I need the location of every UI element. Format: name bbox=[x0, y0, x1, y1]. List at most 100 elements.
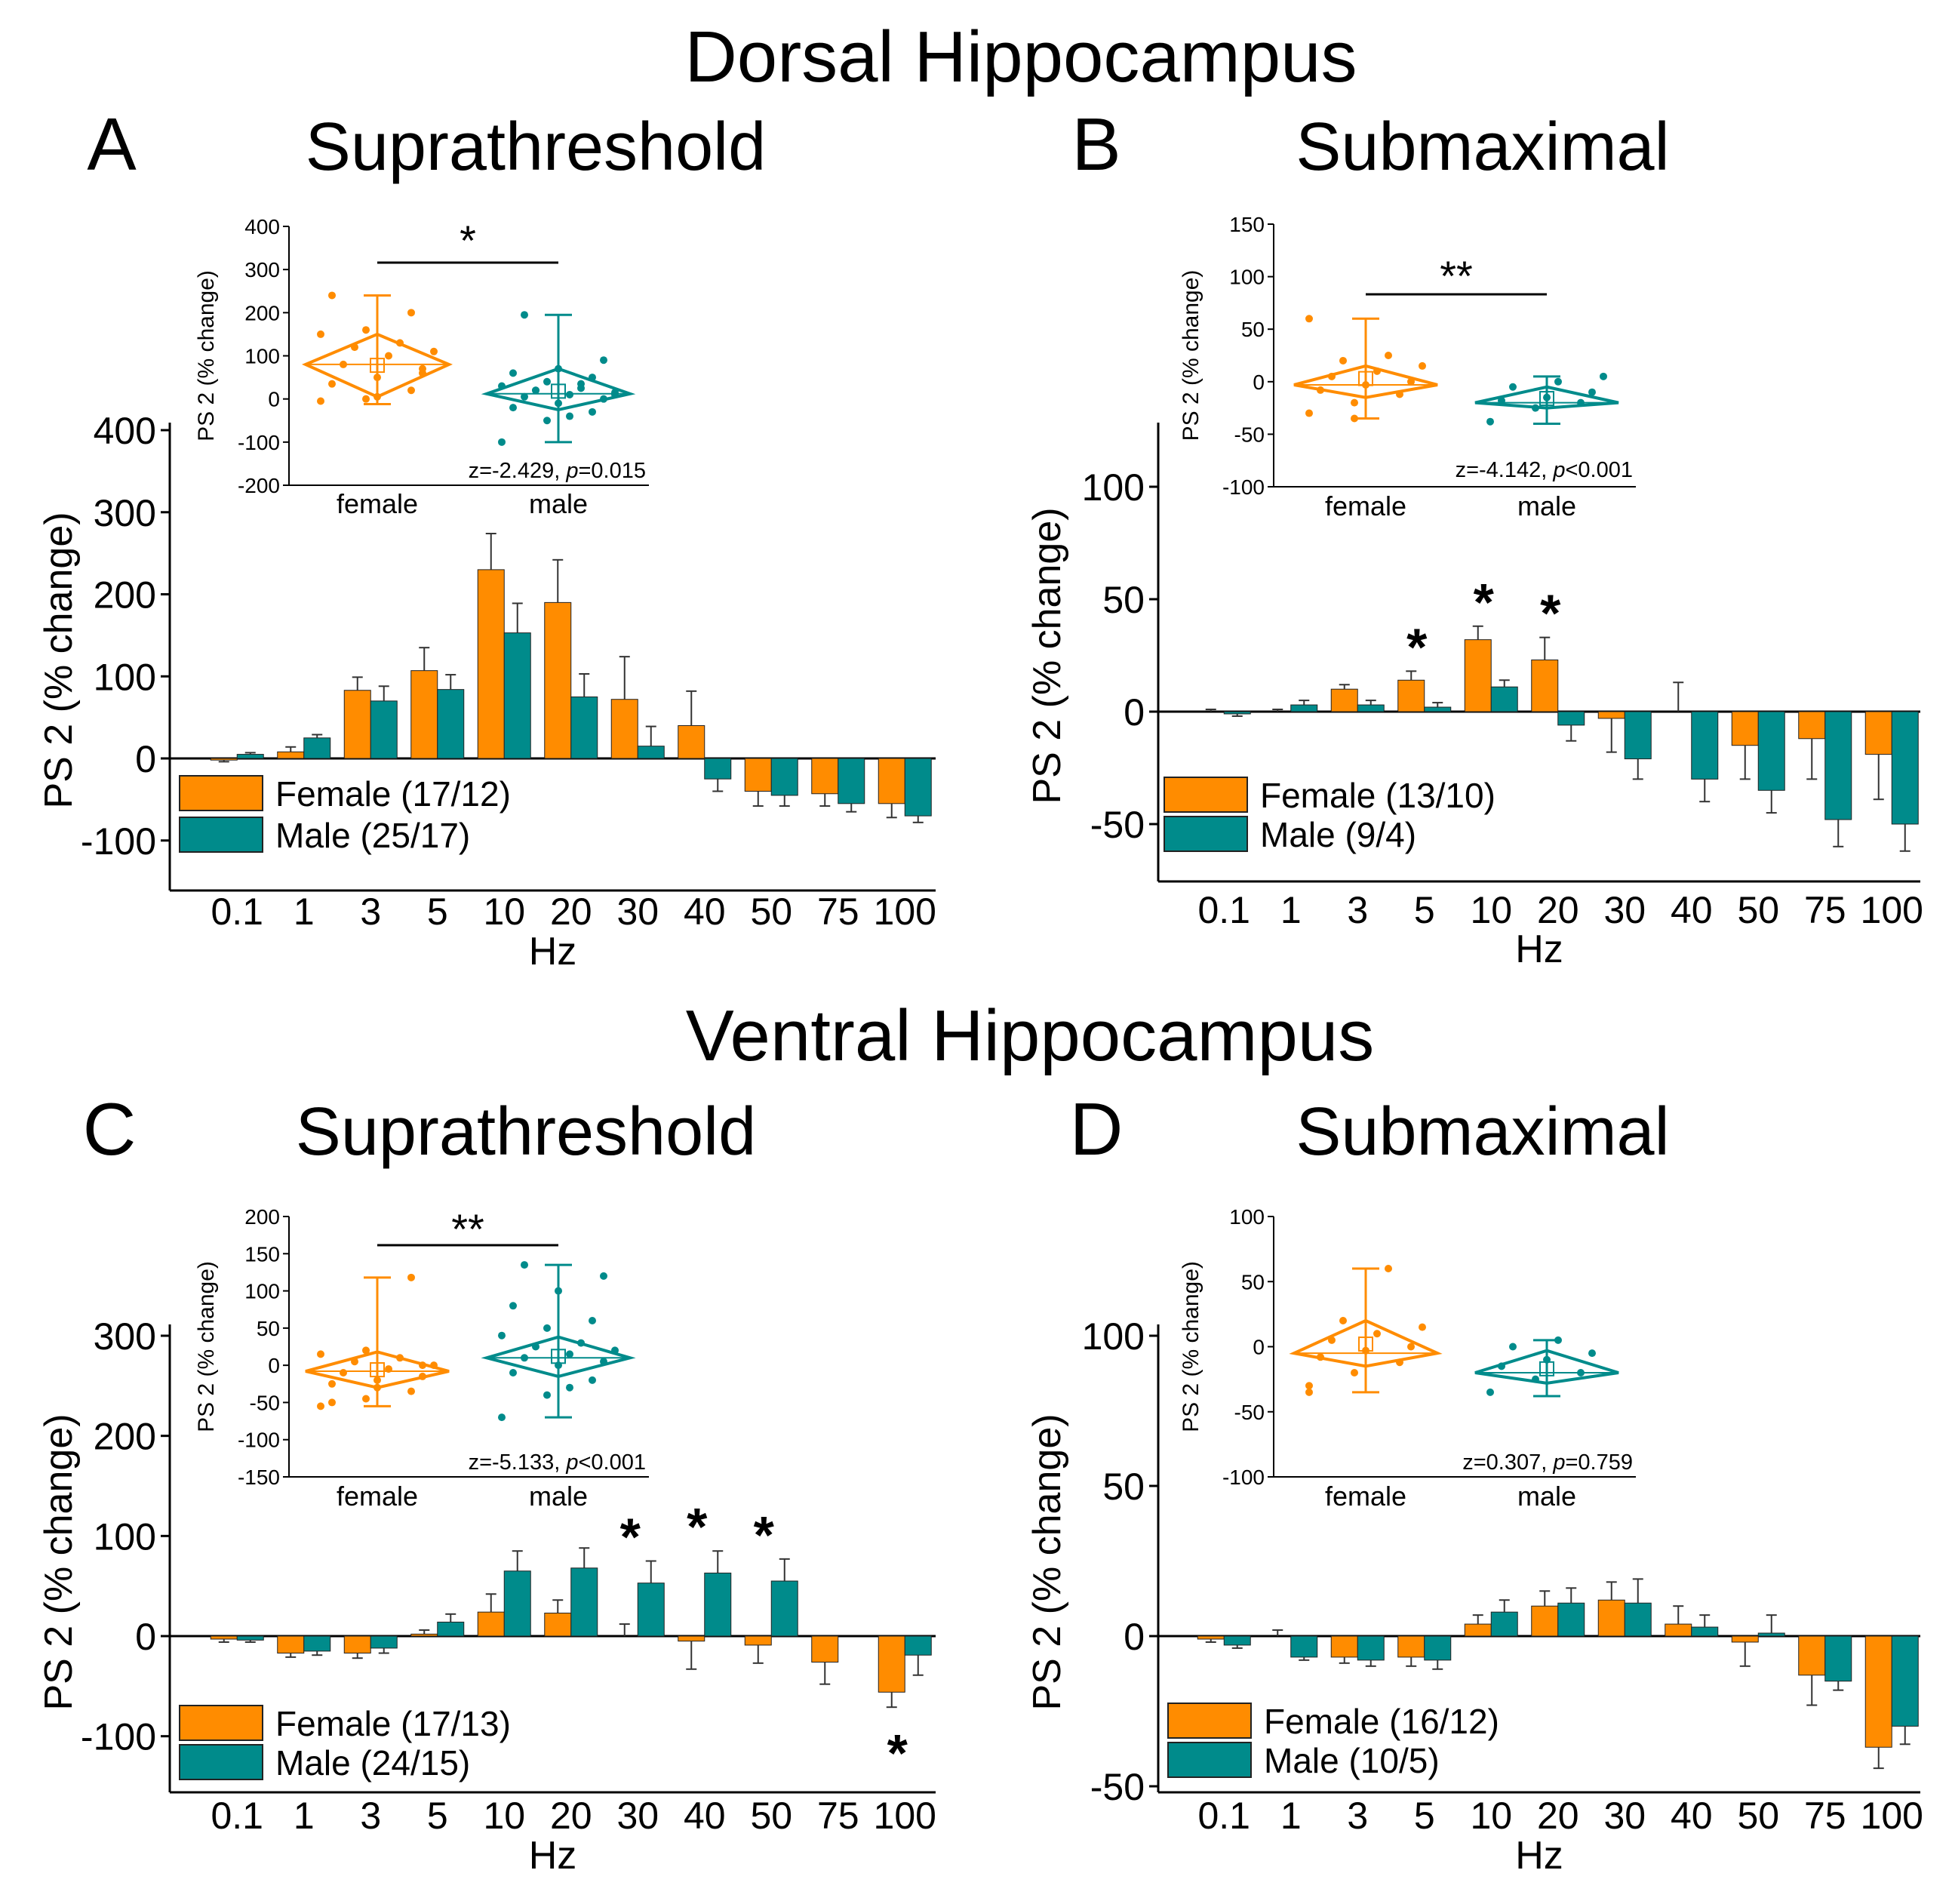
y-axis-label: PS 2 (% change) bbox=[1025, 507, 1069, 804]
significance-star: * bbox=[1474, 573, 1495, 632]
inset-y-tick-label: 100 bbox=[244, 345, 280, 368]
x-tick-label: 75 bbox=[1804, 889, 1846, 931]
x-tick-label: 10 bbox=[1470, 889, 1512, 931]
inset-y-tick-label: 50 bbox=[1241, 318, 1265, 341]
x-tick-label: 0.1 bbox=[1197, 889, 1250, 931]
inset-data-point bbox=[532, 1343, 539, 1351]
x-tick-label: 5 bbox=[427, 890, 448, 933]
male-bar bbox=[1290, 1635, 1318, 1658]
inset-stat-text: z=-4.142, p<0.001 bbox=[1456, 458, 1633, 482]
male-legend-label: Male (24/15) bbox=[275, 1743, 470, 1783]
inset-data-point bbox=[1328, 372, 1336, 380]
inset-group-label-male: male bbox=[1517, 491, 1576, 521]
male-legend-label: Male (25/17) bbox=[275, 816, 470, 855]
male-bar bbox=[1824, 711, 1852, 820]
y-tick-label: 100 bbox=[94, 1515, 156, 1558]
male-bar bbox=[503, 632, 531, 759]
section-title-dorsal: Dorsal Hippocampus bbox=[684, 17, 1357, 97]
male-bar bbox=[1691, 711, 1719, 780]
significance-star: * bbox=[754, 1506, 775, 1564]
inset-data-point bbox=[509, 404, 517, 412]
inset-data-point bbox=[373, 1383, 381, 1392]
x-tick-label: 0.1 bbox=[211, 1795, 263, 1837]
inset-y-tick-label: 100 bbox=[244, 1280, 280, 1303]
y-tick-label: 300 bbox=[94, 492, 156, 534]
x-tick-label: 10 bbox=[483, 890, 525, 933]
inset-y-tick-label: -150 bbox=[238, 1466, 280, 1489]
x-tick-label: 100 bbox=[874, 890, 936, 933]
inset-data-point bbox=[555, 364, 562, 373]
inset-data-point bbox=[385, 1365, 392, 1373]
inset-data-point bbox=[317, 330, 324, 338]
inset-y-tick-label: 150 bbox=[244, 1242, 280, 1266]
male-bar bbox=[904, 758, 932, 817]
male-bar bbox=[637, 746, 665, 759]
inset-data-point bbox=[1600, 372, 1607, 380]
inset-data-point bbox=[600, 1358, 607, 1366]
y-tick-label: 200 bbox=[94, 1416, 156, 1458]
male-bar bbox=[637, 1583, 665, 1637]
female-bar bbox=[1531, 1605, 1559, 1637]
female-bar bbox=[678, 1635, 705, 1642]
male-bar bbox=[1223, 711, 1251, 715]
inset-data-point bbox=[509, 1369, 517, 1376]
inset-data-point bbox=[498, 382, 506, 390]
y-axis-label: PS 2 (% change) bbox=[37, 512, 81, 808]
female-bar bbox=[544, 601, 572, 759]
x-tick-label: 40 bbox=[684, 890, 726, 933]
female-bar bbox=[1531, 659, 1559, 712]
female-bar bbox=[1464, 1623, 1492, 1637]
inset-data-point bbox=[600, 1272, 607, 1280]
male-legend-swatch bbox=[1167, 1742, 1252, 1778]
inset-y-axis-label: PS 2 (% change) bbox=[1179, 270, 1203, 441]
significance-star: * bbox=[620, 1508, 641, 1567]
x-tick-label: 1 bbox=[1280, 889, 1302, 931]
inset-data-point bbox=[1588, 1349, 1596, 1358]
inset-data-point bbox=[1305, 1382, 1313, 1390]
male-legend-label: Male (9/4) bbox=[1260, 815, 1416, 854]
inset-diamond bbox=[1293, 364, 1438, 399]
inset-data-point bbox=[1543, 393, 1551, 401]
y-tick-label: 50 bbox=[1102, 1466, 1145, 1508]
inset-y-axis-label: PS 2 (% change) bbox=[1179, 1261, 1203, 1432]
male-bar bbox=[1357, 704, 1385, 712]
inset-y-tick-label: 100 bbox=[1229, 1205, 1265, 1229]
x-tick-label: 30 bbox=[1603, 1795, 1646, 1837]
inset-data-point bbox=[1543, 1355, 1551, 1364]
panel-title: Submaximal bbox=[1296, 109, 1669, 185]
inset-y-tick-label: 200 bbox=[244, 1205, 280, 1229]
inset-data-point bbox=[600, 395, 607, 403]
male-bar bbox=[1691, 1626, 1719, 1637]
female-bar bbox=[1798, 1635, 1826, 1676]
x-tick-label: 1 bbox=[294, 890, 315, 933]
inset-data-point bbox=[340, 360, 347, 368]
inset-data-point bbox=[1486, 417, 1494, 426]
male-bar bbox=[1424, 706, 1452, 712]
inset-data-point bbox=[543, 377, 551, 386]
inset-data-point bbox=[1419, 361, 1426, 370]
x-tick-label: 100 bbox=[1861, 889, 1923, 931]
female-bar bbox=[1731, 711, 1759, 746]
male-bar bbox=[236, 1635, 264, 1641]
inset-data-point bbox=[1373, 1330, 1381, 1338]
inset-stat-p: p bbox=[565, 459, 578, 483]
inset-stat-text: z=-2.429, p=0.015 bbox=[469, 459, 646, 483]
male-bar bbox=[503, 1570, 531, 1637]
x-axis-label: Hz bbox=[1515, 1834, 1563, 1878]
inset-y-tick-label: 400 bbox=[244, 215, 280, 238]
inset-diamond bbox=[481, 367, 636, 412]
y-tick-label: 200 bbox=[94, 574, 156, 617]
male-bar bbox=[236, 754, 264, 759]
inset-data-point bbox=[498, 1331, 506, 1340]
inset-stat-p: p bbox=[565, 1450, 578, 1475]
female-bar bbox=[678, 725, 705, 759]
inset-data-point bbox=[407, 386, 415, 395]
inset-data-point bbox=[543, 1391, 551, 1399]
male-legend-swatch bbox=[1164, 816, 1248, 852]
y-tick-label: 0 bbox=[135, 1616, 156, 1658]
inset-data-point bbox=[351, 343, 358, 352]
female-legend-swatch bbox=[179, 1705, 263, 1741]
male-bar bbox=[1624, 711, 1652, 760]
panel-letter: A bbox=[87, 103, 137, 186]
inset-data-point bbox=[328, 291, 336, 300]
